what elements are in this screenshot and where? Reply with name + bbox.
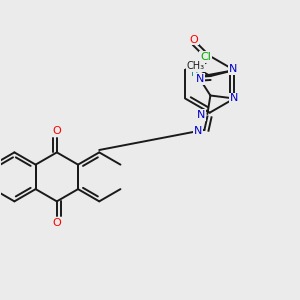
Text: CH₃: CH₃ [186,61,205,71]
Text: N: N [197,110,205,120]
Text: O: O [52,126,61,136]
Text: O: O [52,218,61,228]
Text: Cl: Cl [200,52,211,62]
Text: O: O [189,34,198,44]
Text: N: N [194,126,202,136]
Text: N: N [230,94,238,103]
Text: H: H [191,68,199,78]
Text: N: N [196,74,204,84]
Text: N: N [229,64,237,74]
